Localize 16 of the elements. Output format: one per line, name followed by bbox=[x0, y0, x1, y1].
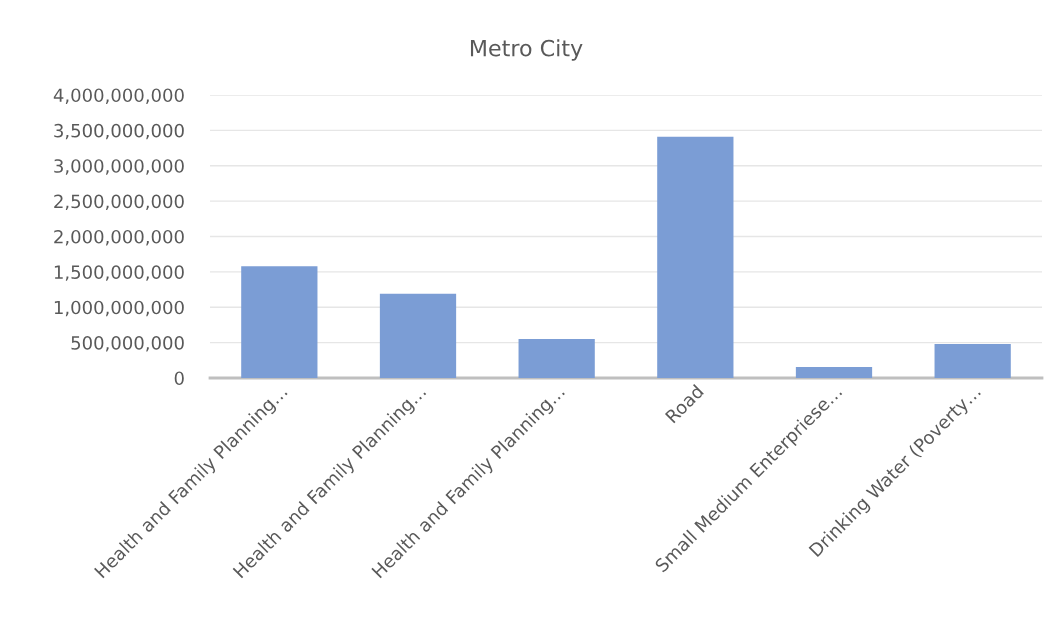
bar bbox=[518, 339, 595, 378]
y-tick-label: 500,000,000 bbox=[71, 336, 184, 352]
chart-title: Metro City bbox=[470, 39, 583, 61]
y-tick-label: 0 bbox=[174, 371, 184, 386]
bar bbox=[795, 367, 873, 378]
y-tick-label: 2,500,000,000 bbox=[54, 194, 184, 211]
y-tick-label: 1,500,000,000 bbox=[54, 265, 184, 281]
bar bbox=[657, 136, 734, 378]
y-tick-label: 2,000,000,000 bbox=[54, 229, 184, 246]
bar bbox=[379, 293, 457, 378]
y-tick-label: 4,000,000,000 bbox=[53, 88, 184, 104]
y-tick-label: 3,500,000,000 bbox=[54, 123, 184, 140]
y-tick-label: 3,000,000,000 bbox=[54, 159, 184, 175]
bar bbox=[934, 344, 1011, 378]
bar bbox=[241, 266, 318, 378]
y-tick-label: 1,000,000,000 bbox=[54, 300, 184, 317]
